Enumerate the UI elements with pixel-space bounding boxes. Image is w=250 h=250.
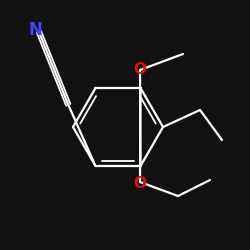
Text: O: O (134, 62, 146, 76)
Text: N: N (28, 21, 42, 39)
Text: O: O (134, 176, 146, 190)
